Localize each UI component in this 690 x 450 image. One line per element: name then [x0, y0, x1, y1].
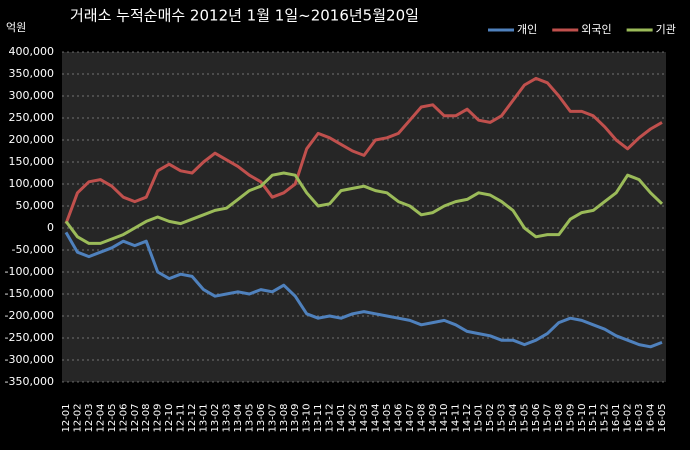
- x-tick-label: 15-11: [588, 403, 599, 432]
- x-tick-label: 13-09: [290, 403, 301, 432]
- x-tick-label: 12-03: [84, 403, 95, 432]
- x-tick-label: 15-04: [508, 403, 519, 432]
- x-tick-label: 12-08: [141, 403, 152, 432]
- x-tick-label: 15-08: [554, 403, 565, 432]
- x-tick-label: 12-09: [153, 403, 164, 432]
- x-tick-label: 15-12: [600, 403, 611, 432]
- x-tick-label: 12-04: [95, 403, 106, 432]
- x-tick-label: 13-02: [210, 403, 221, 432]
- x-tick-label: 14-04: [370, 403, 381, 432]
- x-tick-label: 15-02: [485, 403, 496, 432]
- y-tick-label: 150,000: [9, 155, 55, 168]
- x-tick-label: 14-05: [382, 403, 393, 432]
- x-tick-label: 12-01: [61, 403, 72, 432]
- x-tick-label: 15-07: [542, 403, 553, 432]
- chart-title: 거래소 누적순매수 2012년 1월 1일~2016년5월20일: [70, 7, 419, 25]
- x-tick-label: 14-12: [462, 403, 473, 432]
- y-tick-label: 250,000: [9, 111, 55, 124]
- y-tick-label: 300,000: [9, 89, 55, 102]
- x-tick-label: 15-01: [474, 403, 485, 432]
- x-tick-label: 15-09: [565, 403, 576, 432]
- x-tick-label: 14-03: [359, 403, 370, 432]
- x-tick-label: 14-01: [336, 403, 347, 432]
- x-tick-label: 16-03: [634, 403, 645, 432]
- x-tick-label: 16-01: [611, 403, 622, 432]
- x-tick-label: 13-01: [199, 403, 210, 432]
- series-line: [64, 76, 663, 225]
- x-tick-label: 13-04: [233, 403, 244, 432]
- x-tick-label: 16-02: [623, 403, 634, 432]
- x-tick-label: 12-07: [130, 403, 141, 432]
- y-tick-label: -350,000: [5, 375, 54, 388]
- x-tick-label: 12-11: [176, 403, 187, 432]
- x-tick-label: 14-09: [428, 403, 439, 432]
- x-tick-label: 12-02: [72, 403, 83, 432]
- x-tick-label: 14-02: [348, 403, 359, 432]
- x-tick-label: 12-12: [187, 403, 198, 432]
- x-tick-label: 13-05: [244, 403, 255, 432]
- y-tick-label: 200,000: [9, 133, 55, 146]
- x-tick-label: 15-03: [497, 403, 508, 432]
- y-tick-label: -150,000: [5, 287, 54, 300]
- y-tick-label: -250,000: [5, 331, 54, 344]
- x-tick-label: 13-12: [325, 403, 336, 432]
- x-tick-label: 14-08: [416, 403, 427, 432]
- series-line: [64, 231, 663, 349]
- x-tick-label: 15-06: [531, 403, 542, 432]
- y-tick-label: -200,000: [5, 309, 54, 322]
- x-tick-label: 13-11: [313, 403, 324, 432]
- x-tick-label: 13-10: [302, 403, 313, 432]
- x-tick-label: 14-07: [405, 403, 416, 432]
- y-tick-label: 0: [47, 221, 54, 234]
- y-tick-label: 400,000: [9, 45, 55, 58]
- y-tick-label: 50,000: [16, 199, 55, 212]
- x-tick-label: 14-11: [451, 403, 462, 432]
- x-tick-label: 15-05: [519, 403, 530, 432]
- x-tick-label: 16-04: [646, 403, 657, 432]
- x-tick-label: 13-03: [221, 403, 232, 432]
- legend-label: 외국인: [581, 23, 611, 36]
- y-tick-label: -50,000: [12, 243, 54, 256]
- y-tick-label: -100,000: [5, 265, 54, 278]
- y-tick-label: 350,000: [9, 67, 55, 80]
- y-tick-label: -300,000: [5, 353, 54, 366]
- x-tick-label: 13-07: [267, 403, 278, 432]
- x-tick-label: 12-05: [107, 403, 118, 432]
- legend-label: 개인: [517, 23, 537, 36]
- x-tick-label: 12-10: [164, 403, 175, 432]
- legend-label: 기관: [656, 23, 676, 36]
- y-axis-unit: 억원: [6, 21, 26, 34]
- x-tick-label: 14-10: [439, 403, 450, 432]
- y-tick-label: 100,000: [9, 177, 55, 190]
- x-tick-label: 12-06: [118, 403, 129, 432]
- series-line: [64, 171, 664, 245]
- x-tick-label: 13-08: [279, 403, 290, 432]
- x-tick-label: 14-06: [393, 403, 404, 432]
- x-tick-label: 16-05: [657, 403, 668, 432]
- x-tick-label: 13-06: [256, 403, 267, 432]
- x-tick-label: 15-10: [577, 403, 588, 432]
